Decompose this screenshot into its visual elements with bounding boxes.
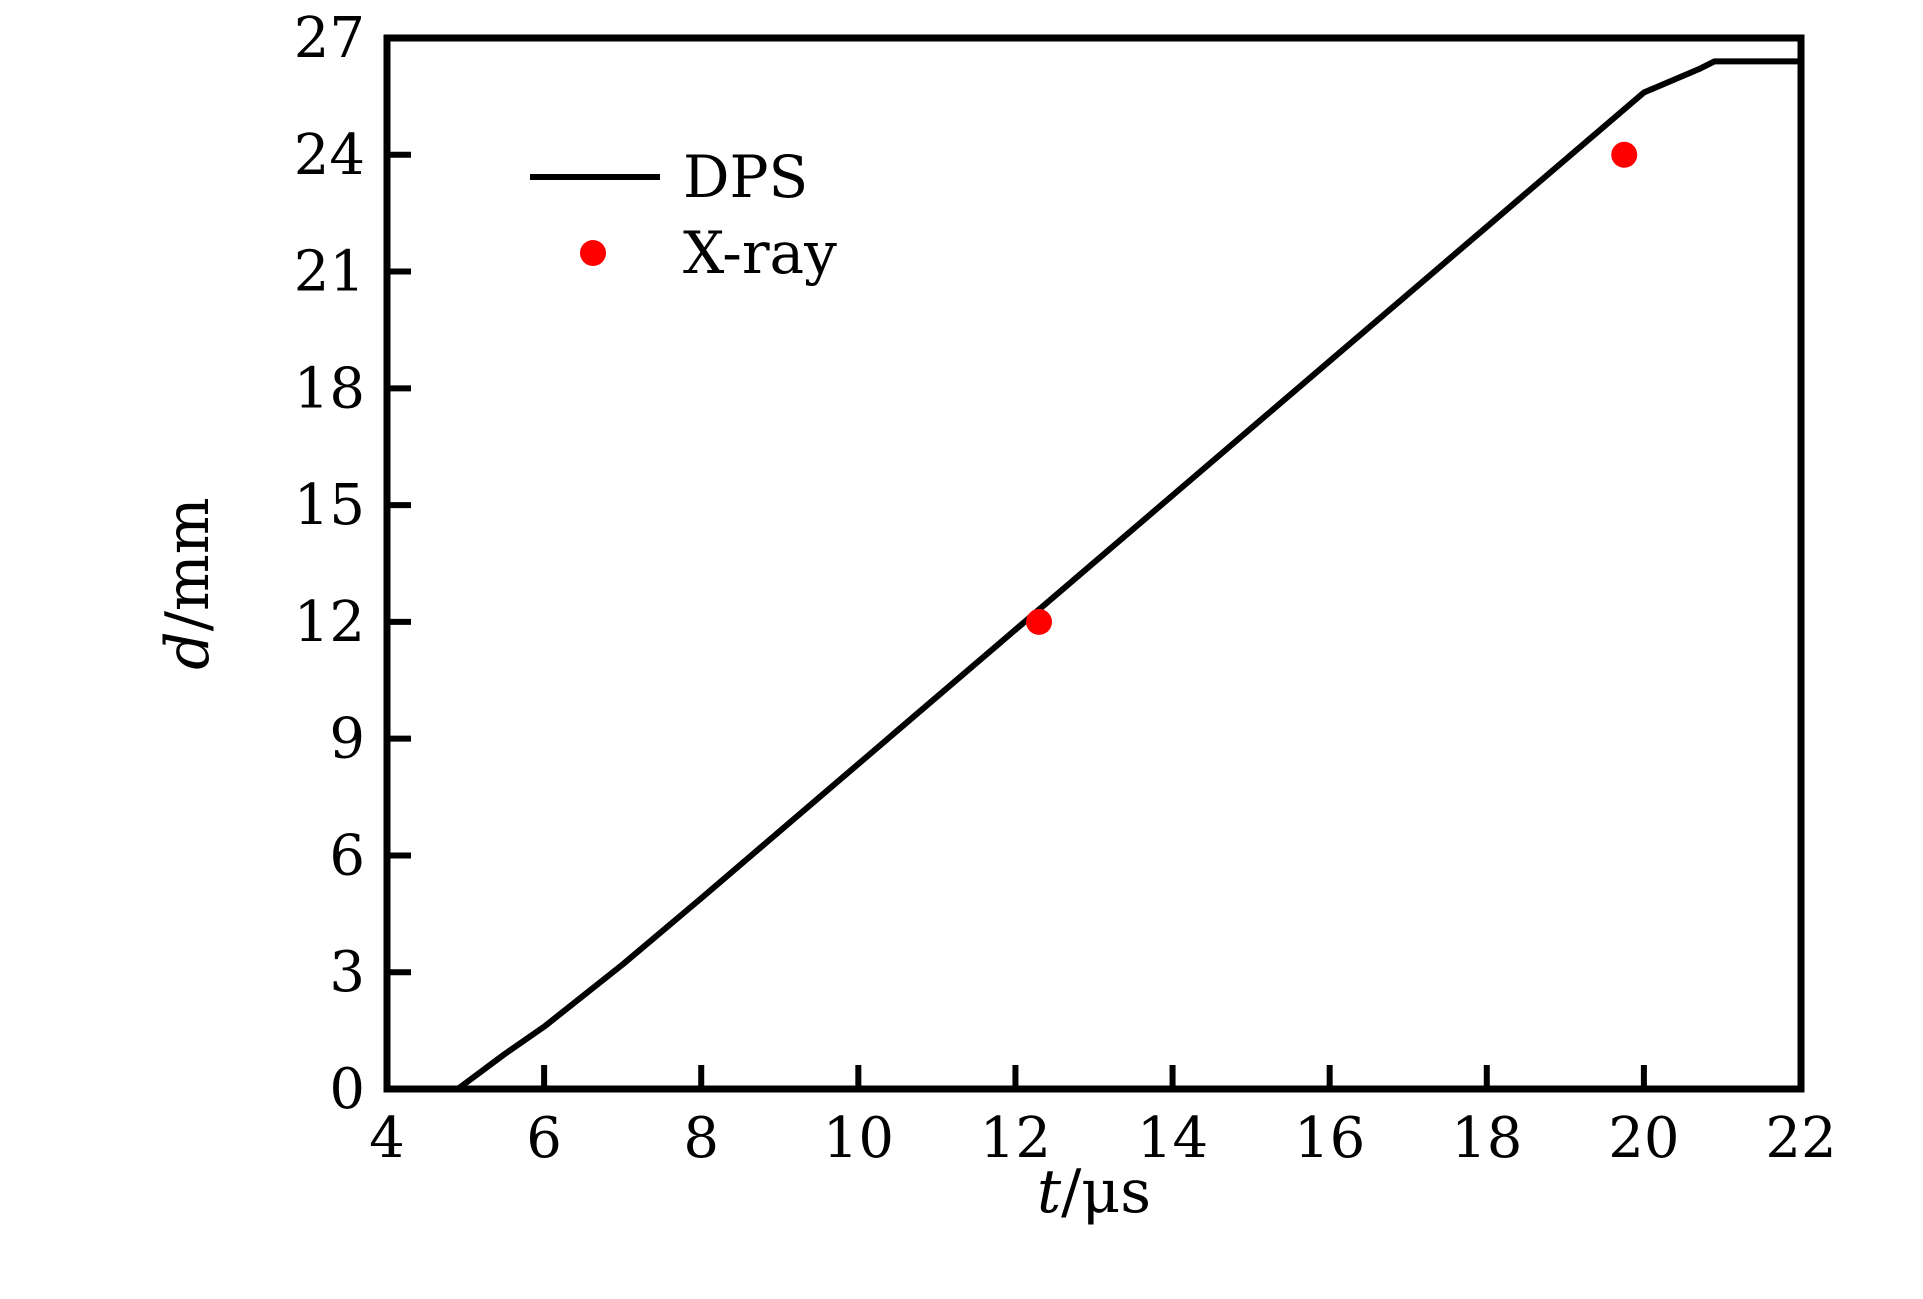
y-tick-label: 18 <box>294 356 365 421</box>
series-layer <box>455 58 1801 1092</box>
y-tick-label: 3 <box>329 940 365 1005</box>
x-axis-unit: /μs <box>1061 1157 1151 1227</box>
y-tick-label: 24 <box>294 123 365 188</box>
y-tick-label: 21 <box>294 240 365 305</box>
x-tick-label: 6 <box>526 1106 562 1171</box>
x-tick-label: 10 <box>823 1106 894 1171</box>
xray-data-point <box>1026 608 1053 635</box>
y-tick-label: 27 <box>294 6 365 71</box>
y-tick-label: 0 <box>329 1057 365 1122</box>
x-axis-label: t/μs <box>1037 1157 1151 1227</box>
x-tick-label: 22 <box>1765 1106 1836 1171</box>
y-axis-variable: d <box>153 631 223 669</box>
y-axis-unit: /mm <box>153 497 223 631</box>
legend-xray-swatch <box>580 240 606 266</box>
y-tick-label: 9 <box>329 707 365 772</box>
x-tick-label: 16 <box>1294 1106 1365 1171</box>
y-tick-label: 6 <box>329 823 365 888</box>
x-tick-label: 18 <box>1451 1106 1522 1171</box>
legend-dps-label: DPS <box>683 143 808 211</box>
y-axis-label: d/mm <box>153 497 223 669</box>
legend: DPS X-ray <box>530 143 837 287</box>
x-tick-label: 8 <box>683 1106 719 1171</box>
legend-xray-label: X-ray <box>683 219 837 287</box>
y-tick-labels: 0 3 6 9 12 15 18 21 24 27 <box>294 6 365 1122</box>
x-axis-variable: t <box>1037 1157 1062 1227</box>
x-tick-labels: 4 6 8 10 12 14 16 18 20 22 <box>369 1106 1836 1171</box>
xray-data-point <box>1611 141 1638 168</box>
x-tick-label: 12 <box>980 1106 1051 1171</box>
x-tick-label: 14 <box>1137 1106 1208 1171</box>
x-tick-label: 4 <box>369 1106 405 1171</box>
plot-frame <box>383 34 1805 1093</box>
y-tick-label: 12 <box>294 590 365 655</box>
x-tick-label: 20 <box>1608 1106 1679 1171</box>
y-tick-label: 15 <box>294 473 365 538</box>
series-line-dps <box>455 58 1801 1092</box>
